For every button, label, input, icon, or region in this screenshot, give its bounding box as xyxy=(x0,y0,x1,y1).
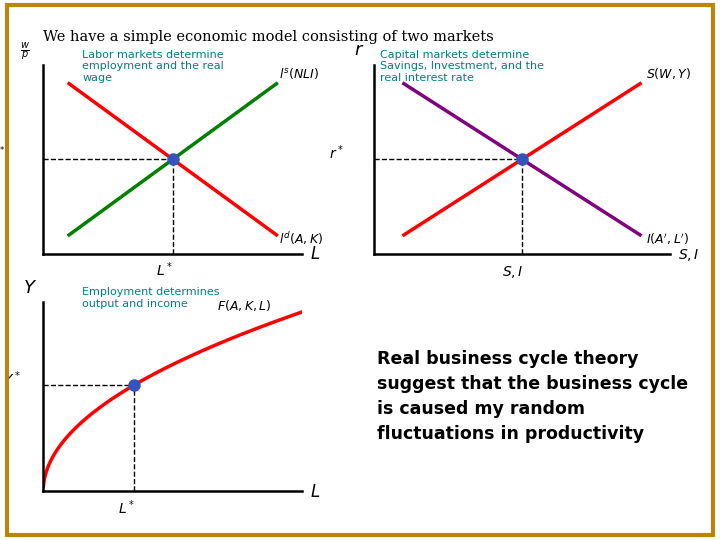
Text: $I(A',L')$: $I(A',L')$ xyxy=(646,232,690,247)
Text: $S,I$: $S,I$ xyxy=(503,265,524,280)
Text: $L$: $L$ xyxy=(310,484,320,501)
Text: $L^*$: $L^*$ xyxy=(117,498,135,517)
Text: $l^s(NLI)$: $l^s(NLI)$ xyxy=(279,66,319,81)
Text: $r$: $r$ xyxy=(354,42,365,59)
Text: $Y^*$: $Y^*$ xyxy=(3,369,21,388)
Text: $\frac{w}{p}$: $\frac{w}{p}$ xyxy=(20,41,30,63)
Text: $L^*$: $L^*$ xyxy=(156,261,174,280)
Text: $S,I$: $S,I$ xyxy=(678,247,700,264)
Text: We have a simple economic model consisting of two markets: We have a simple economic model consisti… xyxy=(43,30,494,44)
Text: $Y$: $Y$ xyxy=(23,279,37,297)
Text: $L$: $L$ xyxy=(310,246,320,264)
Text: $l^d(A,K)$: $l^d(A,K)$ xyxy=(279,231,323,247)
Text: Employment determines
output and income: Employment determines output and income xyxy=(82,287,220,309)
Text: $\left(\frac{w}{p}\right)^*$: $\left(\frac{w}{p}\right)^*$ xyxy=(0,145,5,167)
Text: Real business cycle theory
suggest that the business cycle
is caused my random
f: Real business cycle theory suggest that … xyxy=(377,350,688,443)
Text: $F(A,K,L)$: $F(A,K,L)$ xyxy=(217,298,271,313)
Text: $r^*$: $r^*$ xyxy=(328,144,343,163)
Text: Capital markets determine
Savings, Investment, and the
real interest rate: Capital markets determine Savings, Inves… xyxy=(380,50,544,83)
Text: Labor markets determine
employment and the real
wage: Labor markets determine employment and t… xyxy=(82,50,224,83)
Text: $S(W,Y)$: $S(W,Y)$ xyxy=(646,66,691,81)
